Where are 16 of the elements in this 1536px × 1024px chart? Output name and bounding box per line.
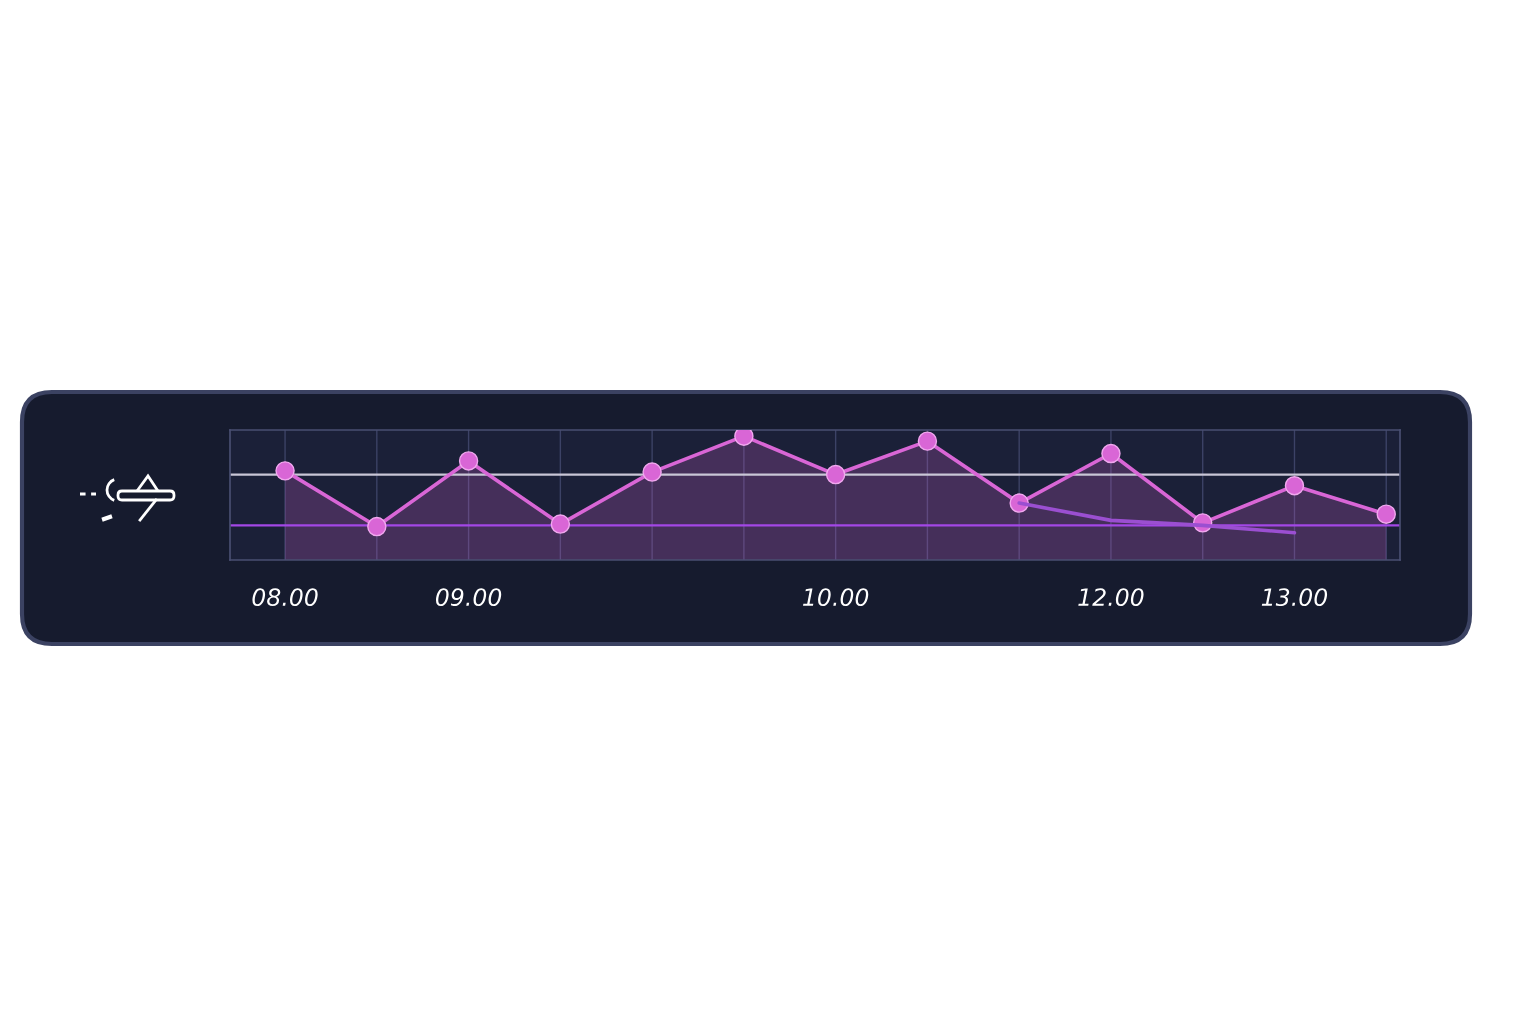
x-tick-label: 12.00 [1078,588,1144,607]
point [642,462,662,482]
point [275,461,295,481]
point [367,516,387,537]
point [550,514,571,534]
point [1284,475,1305,496]
x-tick-label: 08.00 [252,588,318,607]
point [458,451,479,471]
point [917,431,938,451]
point [734,430,754,446]
point [1101,443,1121,464]
x-tick-label: 13.00 [1261,588,1328,607]
point [1376,504,1396,524]
x-tick-label: 09.00 [435,588,502,607]
x-tick-label: 10.00 [803,588,869,607]
point [825,464,846,485]
